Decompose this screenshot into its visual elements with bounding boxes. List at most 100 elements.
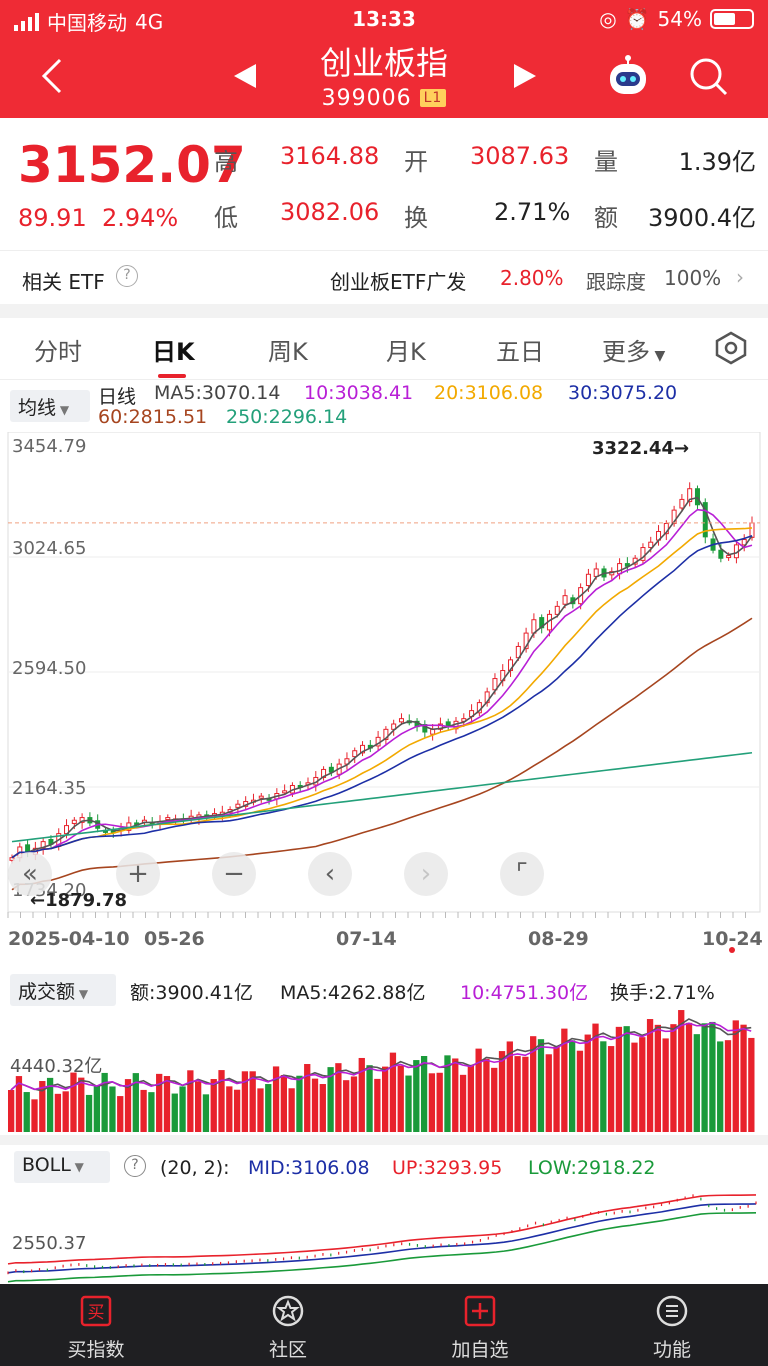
volume-bar bbox=[724, 1040, 732, 1132]
ma60-line bbox=[11, 617, 753, 891]
open-label: 开 bbox=[404, 148, 428, 176]
next-index-button[interactable] bbox=[512, 62, 538, 94]
volume-bar bbox=[506, 1041, 513, 1132]
candle-body bbox=[523, 632, 529, 650]
functions-button[interactable]: 功能 bbox=[576, 1284, 768, 1366]
ma250-value: 250:2296.14 bbox=[226, 406, 348, 428]
boll-selector[interactable]: BOLL ▼ bbox=[14, 1151, 110, 1183]
volume-value: 1.39亿 bbox=[678, 148, 756, 176]
candle-body bbox=[640, 547, 646, 561]
kline-svg bbox=[7, 431, 761, 953]
y-tick-label: 3454.79 bbox=[12, 436, 87, 457]
volume-bar bbox=[241, 1071, 249, 1132]
scroll-left-button[interactable]: ‹ bbox=[308, 852, 352, 896]
ma-selector[interactable]: 均线 ▼ bbox=[10, 390, 90, 422]
assistant-button[interactable] bbox=[604, 52, 652, 104]
back-button[interactable] bbox=[36, 56, 66, 100]
volume-bar bbox=[140, 1089, 147, 1132]
ma60-value: 60:2815.51 bbox=[98, 406, 208, 428]
tab-intraday[interactable]: 分时 bbox=[34, 338, 82, 366]
boll-up: UP:3293.95 bbox=[392, 1157, 503, 1179]
scroll-right-button[interactable]: › bbox=[404, 852, 448, 896]
add-watchlist-button[interactable]: 加自选 bbox=[384, 1284, 576, 1366]
hexagon-settings-icon[interactable] bbox=[714, 330, 748, 366]
tracking-value: 100% bbox=[664, 266, 722, 290]
volume-bar bbox=[23, 1092, 30, 1132]
price-change: 89.91 2.94% bbox=[18, 204, 178, 232]
caret-down-icon: ▼ bbox=[70, 1160, 84, 1174]
scroll-left-fast-button[interactable]: « bbox=[8, 852, 52, 896]
caret-down-icon: ▼ bbox=[56, 403, 70, 417]
search-icon bbox=[690, 58, 728, 96]
volume-bar bbox=[413, 1060, 420, 1132]
etf-label: 相关 ETF bbox=[22, 270, 105, 294]
candle-body bbox=[648, 541, 654, 549]
tab-weekly[interactable]: 周K bbox=[268, 338, 308, 366]
volume-bar bbox=[405, 1075, 412, 1132]
volume-bar bbox=[545, 1054, 552, 1132]
y-tick-label: 3024.65 bbox=[12, 538, 87, 559]
candle-body bbox=[617, 563, 623, 575]
candle-body bbox=[282, 790, 288, 794]
volume-bar bbox=[420, 1056, 428, 1132]
high-value: 3164.88 bbox=[280, 142, 380, 170]
volume-bar bbox=[350, 1076, 358, 1132]
ma5-value: MA5:3070.14 bbox=[154, 382, 281, 404]
fullscreen-button[interactable]: ⌜ bbox=[500, 852, 544, 896]
zoom-in-button[interactable]: + bbox=[116, 852, 160, 896]
candle-body bbox=[726, 555, 732, 559]
candle-body bbox=[360, 744, 366, 754]
divider bbox=[0, 1135, 768, 1145]
volume-bar bbox=[15, 1076, 23, 1132]
y-tick-label: 2594.50 bbox=[12, 658, 87, 679]
date-label: 05-26 bbox=[144, 928, 205, 950]
ma5-line bbox=[11, 496, 753, 859]
buy-index-button[interactable]: 买 买指数 bbox=[0, 1284, 192, 1366]
tab-daily[interactable]: 日K bbox=[152, 338, 195, 366]
volume-bar bbox=[717, 1041, 724, 1132]
volume-bar bbox=[475, 1048, 482, 1132]
current-date-dot bbox=[729, 947, 735, 953]
volume-bar bbox=[670, 1024, 677, 1132]
candle-body bbox=[718, 549, 724, 559]
volume-bar bbox=[195, 1081, 202, 1132]
top-bar: 中国移动 4G 13:33 ◎ ⏰ 54% 创业板指 399006 L1 bbox=[0, 0, 768, 118]
help-icon[interactable]: ? bbox=[124, 1155, 146, 1177]
related-etf-row[interactable]: 相关 ETF ? 创业板ETF广发 2.80% 跟踪度 100% › bbox=[0, 250, 768, 304]
volume-selector[interactable]: 成交额 ▼ bbox=[10, 974, 116, 1006]
volume-bar bbox=[202, 1094, 210, 1132]
add-watchlist-label: 加自选 bbox=[451, 1339, 509, 1361]
help-icon[interactable]: ? bbox=[116, 265, 138, 287]
volume-bar bbox=[218, 1070, 225, 1132]
volume-chart[interactable]: 4440.32亿 bbox=[0, 1010, 768, 1135]
buy-index-label: 买指数 bbox=[67, 1339, 125, 1361]
volume-bar bbox=[327, 1067, 334, 1132]
candle-body bbox=[687, 488, 693, 503]
candle-body bbox=[352, 750, 358, 758]
etf-percent: 2.80% bbox=[500, 266, 564, 290]
kline-chart[interactable]: 3454.79 3024.65 2594.50 2164.35 1734.20 … bbox=[0, 431, 768, 970]
tab-five-day[interactable]: 五日 bbox=[496, 338, 544, 366]
community-button[interactable]: 社区 bbox=[192, 1284, 384, 1366]
tab-monthly[interactable]: 月K bbox=[386, 338, 426, 366]
volume-bar bbox=[163, 1076, 171, 1132]
date-label: 07-14 bbox=[336, 928, 397, 950]
candle-body bbox=[679, 498, 685, 509]
zoom-out-button[interactable]: − bbox=[212, 852, 256, 896]
carrier: 中国移动 bbox=[47, 11, 127, 35]
candle-body bbox=[694, 488, 700, 506]
volume-bar bbox=[576, 1050, 584, 1132]
tab-more[interactable]: 更多 ▼ bbox=[602, 332, 665, 367]
volume-bar bbox=[124, 1079, 132, 1132]
active-tab-indicator bbox=[158, 374, 186, 378]
volume-bar bbox=[646, 1019, 654, 1132]
volume-bar bbox=[132, 1073, 139, 1132]
min-label: ←1879.78 bbox=[30, 890, 128, 911]
tab-more-label: 更多 bbox=[602, 338, 650, 366]
kline-type: 日线 bbox=[98, 386, 137, 408]
tracking-label: 跟踪度 bbox=[586, 270, 646, 294]
prev-index-button[interactable] bbox=[232, 62, 258, 94]
boll-chart[interactable]: 2550.37 bbox=[0, 1189, 768, 1284]
low-value: 3082.06 bbox=[280, 198, 380, 226]
search-button[interactable] bbox=[688, 56, 730, 102]
